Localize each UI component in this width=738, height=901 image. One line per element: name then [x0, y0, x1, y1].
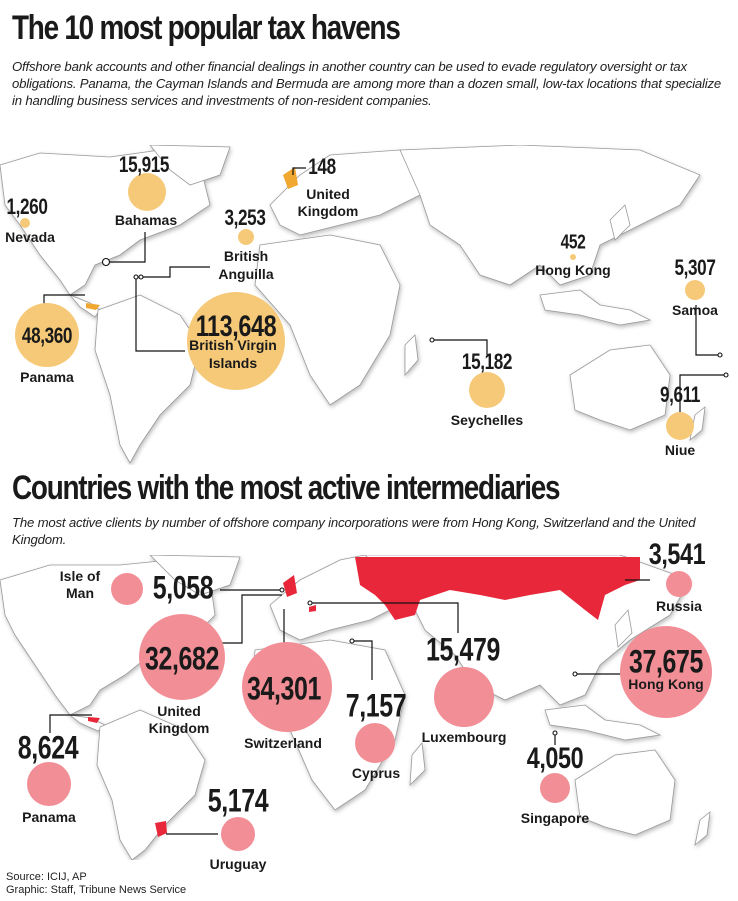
- value-panama: 8,624: [17, 729, 79, 766]
- value-hong-kong-top: 452: [560, 231, 586, 254]
- label-cyprus: Cyprus: [351, 765, 401, 781]
- label-niue: Niue: [664, 442, 696, 458]
- graphic-credit: Graphic: Staff, Tribune News Service: [6, 884, 187, 896]
- bubble-hong-kong[interactable]: [620, 626, 712, 718]
- value-nevada: 1,260: [6, 194, 48, 219]
- label-uk-line2: Kingdom: [148, 720, 210, 736]
- bubble-switzerland[interactable]: [242, 642, 332, 732]
- value-singapore: 4,050: [526, 742, 584, 775]
- value-samoa: 5,307: [674, 255, 716, 280]
- bubble-samoa[interactable]: [685, 280, 705, 300]
- label-isle-of-man-line2: Man: [66, 585, 94, 601]
- label-singapore: Singapore: [520, 810, 590, 826]
- value-uk-top: 148: [308, 154, 336, 179]
- bubble-singapore[interactable]: [540, 773, 570, 803]
- bubble-russia[interactable]: [666, 571, 692, 597]
- bottom-description: The most active clients by number of off…: [12, 515, 696, 547]
- top-description: Offshore bank accounts and other financi…: [12, 59, 722, 108]
- value-hong-kong: 37,675: [628, 643, 704, 680]
- bubble-niue[interactable]: [666, 412, 694, 440]
- uk-highlight-bottom: [283, 575, 297, 597]
- label-british-anguilla-line1: British: [223, 248, 269, 264]
- bubble-panama[interactable]: [27, 762, 71, 806]
- label-british-anguilla-line2: Anguilla: [218, 266, 274, 282]
- label-bvi-line1: British Virgin: [189, 337, 277, 353]
- value-seychelles: 15,182: [461, 349, 513, 374]
- source-credit: Source: ICIJ, AP: [6, 871, 87, 883]
- value-cyprus: 7,157: [345, 687, 407, 724]
- label-uk-top-line2: Kingdom: [297, 203, 359, 219]
- bubble-cyprus[interactable]: [355, 723, 395, 763]
- value-luxembourg: 15,479: [425, 631, 501, 668]
- bubble-bahamas[interactable]: [128, 173, 166, 211]
- value-isle-of-man: 5,058: [152, 569, 214, 606]
- uruguay-highlight: [155, 821, 167, 837]
- label-hong-kong: Hong Kong: [628, 676, 704, 692]
- panama-highlight-bottom: [88, 717, 100, 723]
- label-russia: Russia: [656, 598, 702, 614]
- bubble-isle-of-man[interactable]: [111, 573, 143, 605]
- label-switzerland: Switzerland: [244, 735, 322, 751]
- value-russia: 3,541: [648, 538, 706, 571]
- bubble-british-virgin-islands[interactable]: [187, 292, 285, 390]
- bubble-british-anguilla[interactable]: [238, 229, 254, 245]
- bubble-united-kingdom[interactable]: [139, 614, 225, 700]
- tax-havens-map: 15,915 Bahamas 1,260 Nevada 148 United K…: [0, 145, 738, 465]
- value-panama-top: 48,360: [21, 323, 73, 348]
- bubble-luxembourg[interactable]: [434, 667, 494, 727]
- russia-highlight: [355, 557, 640, 620]
- value-niue: 9,611: [659, 382, 701, 407]
- bottom-title: Countries with the most active intermedi…: [12, 469, 561, 507]
- value-british-virgin-islands: 113,648: [195, 310, 277, 343]
- label-nevada: Nevada: [5, 229, 55, 245]
- world-map-outline: [0, 145, 729, 464]
- value-bahamas: 15,915: [118, 152, 170, 177]
- label-seychelles: Seychelles: [450, 412, 524, 428]
- label-samoa: Samoa: [672, 302, 718, 318]
- intermediaries-map: Isle of Man 5,058 32,682 United Kingdom …: [0, 538, 738, 872]
- label-bahamas: Bahamas: [114, 212, 178, 228]
- label-bvi-line2: Islands: [208, 355, 258, 371]
- uk-highlight: [283, 167, 298, 189]
- bubble-seychelles[interactable]: [469, 372, 505, 408]
- label-uruguay: Uruguay: [209, 856, 267, 872]
- bubble-uruguay[interactable]: [221, 817, 255, 851]
- value-united-kingdom: 32,682: [144, 640, 220, 677]
- bubble-panama-top[interactable]: [15, 303, 79, 367]
- bubble-nevada[interactable]: [20, 218, 30, 228]
- top-title: The 10 most popular tax havens: [12, 9, 401, 47]
- value-british-anguilla: 3,253: [224, 205, 266, 230]
- panama-highlight: [86, 303, 100, 310]
- bubble-hong-kong-top[interactable]: [570, 254, 576, 260]
- label-uk-top-line1: United: [306, 186, 350, 202]
- label-isle-of-man-line1: Isle of: [59, 568, 101, 584]
- label-hong-kong-top: Hong Kong: [535, 262, 611, 278]
- label-panama-top: Panama: [20, 369, 74, 385]
- value-uruguay: 5,174: [207, 782, 269, 819]
- label-luxembourg: Luxembourg: [421, 729, 507, 745]
- label-panama: Panama: [22, 809, 76, 825]
- label-uk-line1: United: [157, 703, 201, 719]
- switzerland-highlight: [309, 605, 316, 612]
- value-switzerland: 34,301: [246, 670, 322, 707]
